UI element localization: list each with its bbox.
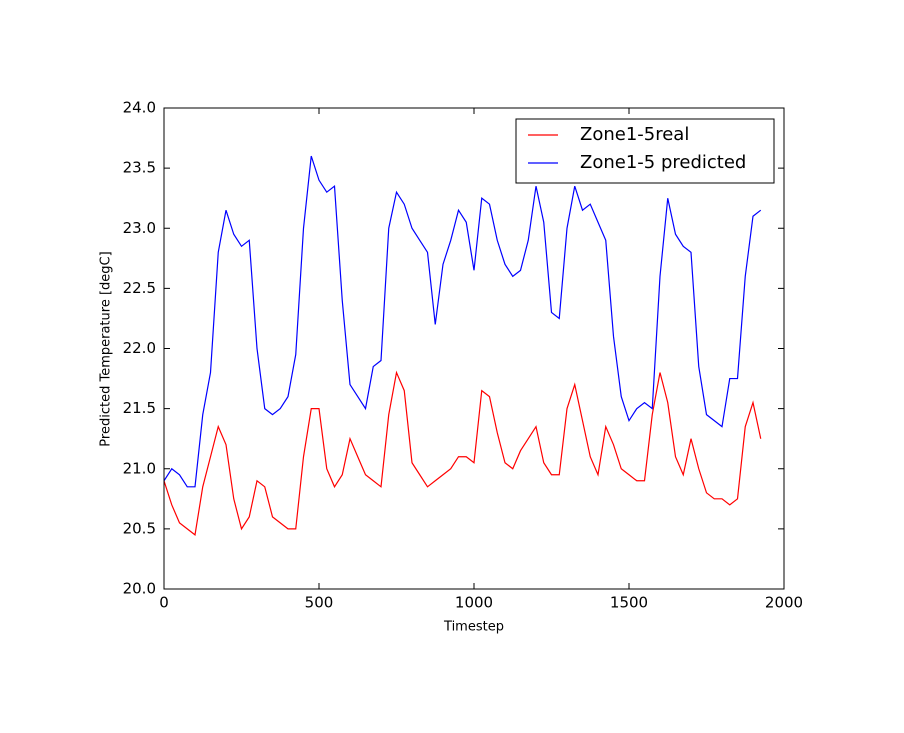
y-tick-label: 24.0 [123,99,156,117]
y-tick-label: 22.0 [123,339,156,357]
y-tick-label: 20.0 [123,580,156,598]
y-tick-label: 21.0 [123,459,156,477]
y-tick-label: 23.5 [123,159,156,177]
y-tick-label: 22.5 [123,279,156,297]
x-axis-label: Timestep [443,620,504,635]
plot-frame [163,107,785,590]
y-tick-label: 21.5 [123,399,156,417]
legend: Zone1-5real Zone1-5 predicted [515,118,775,184]
legend-label: Zone1-5 predicted [580,152,746,173]
y-tick-label: 23.0 [123,219,156,237]
y-axis-label: Predicted Temperature [degC] [99,251,114,446]
x-tick-label: 2000 [765,594,803,612]
x-tick-label: 1500 [610,594,648,612]
series-line [163,155,762,488]
legend-label: Zone1-5real [580,124,689,145]
series-line [163,370,762,536]
x-tick-label: 500 [305,594,334,612]
y-tick-label: 20.5 [123,519,156,537]
x-tick-label: 0 [159,594,169,612]
x-tick-label: 1000 [455,594,493,612]
legend-box [515,118,775,184]
